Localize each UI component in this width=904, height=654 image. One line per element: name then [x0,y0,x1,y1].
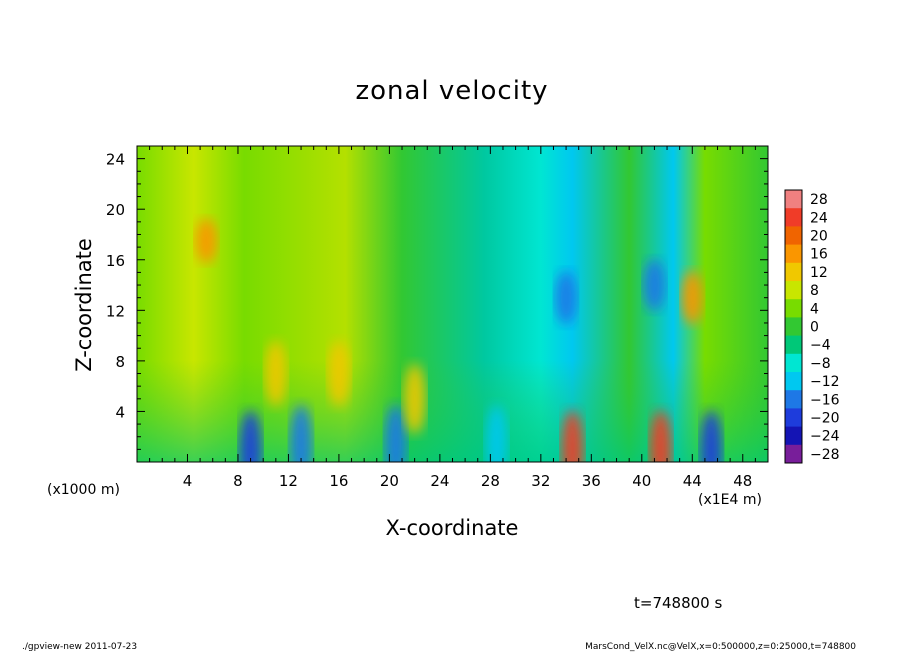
colorbar-label: −28 [810,447,840,463]
heatmap-feature-6 [643,259,666,312]
colorbar-swatch [785,444,802,464]
colorbar-label: 12 [810,265,828,281]
colorbar-swatch [785,372,802,391]
x-tick-label: 24 [430,472,449,490]
time-label: t=748800 s [634,594,723,612]
x-tick-label: 48 [733,472,752,490]
y-tick-label: 16 [106,252,125,270]
colorbar-swatch [785,426,802,446]
x-tick-label: 8 [233,472,243,490]
colorbar-swatch [785,408,802,428]
heatmap-feature-1 [681,270,704,325]
heatmap-feature-13 [327,340,350,407]
colorbar-swatch [785,390,802,409]
colorbar-swatch [785,226,802,246]
y-tick-label: 8 [115,353,125,371]
colorbar-label: −12 [810,374,840,390]
x-tick-label: 28 [481,472,500,490]
heatmap-feature-12 [264,340,287,407]
colorbar-swatch [785,190,802,209]
x-tick-label: 40 [632,472,651,490]
colorbar-border [784,189,803,464]
x-tick-label: 20 [380,472,399,490]
colorbar-label: 20 [810,229,828,245]
y-tick-label: 12 [106,302,125,320]
heatmap-feature-10 [485,404,508,462]
y-tick-label: 20 [106,201,125,219]
colorbar-swatch [785,353,802,373]
colorbar-swatch [785,317,802,337]
heatmap-feature-7 [290,404,313,462]
colorbar-swatch [785,262,802,282]
footer-right: MarsCond_VelX.nc@VelX,x=0:500000,z=0:250… [585,642,856,652]
x-tick-label: 12 [279,472,298,490]
x-tick-label: 16 [329,472,348,490]
heatmap-feature-5 [555,270,578,325]
heatmap-lower-layer [137,360,768,462]
colorbar-swatch [785,335,802,355]
colorbar-swatch [785,281,802,300]
x-tick-label: 4 [183,472,193,490]
x-axis-label: X-coordinate [385,516,519,540]
heatmap-field [137,146,768,462]
x-tick-label: 32 [531,472,550,490]
heatmap-feature-4 [700,410,723,462]
heatmap-feature-8 [239,410,262,462]
footer-left: ./gpview-new 2011-07-23 [22,642,138,652]
colorbar-label: 16 [810,247,828,263]
colorbar-label: −4 [810,338,831,354]
colorbar-label: 28 [810,192,828,208]
colorbar-swatch [785,299,802,318]
y-ticks: 4 8 12 16 20 24 [106,151,768,450]
x-unit-right: (x1E4 m) [698,492,762,508]
colorbar-label: −24 [810,429,840,445]
colorbar-label: −8 [810,356,831,372]
x-tick-label: 44 [683,472,702,490]
heatmap-feature-0 [195,218,218,264]
colorbar-label: −20 [810,411,840,427]
x-tick-label: 36 [582,472,601,490]
heatmap-feature-11 [403,363,426,434]
y-tick-label: 24 [106,151,125,169]
colorbar-label: −16 [810,392,840,408]
colorbar-label: 4 [810,301,819,317]
colorbar-swatch [785,244,802,264]
colorbar-label: 24 [810,210,828,226]
x-ticks: 4 8 12 16 20 24 28 32 36 40 44 48 [149,146,756,490]
heatmap-feature-9 [384,404,407,462]
y-tick-label: 4 [115,403,125,421]
colorbar-label: 0 [810,320,819,336]
colorbar: 28 24 20 16 12 8 4 0 −4 −8 −12 −16 −20 −24 −28 [784,189,840,464]
colorbar-label: 8 [810,283,819,299]
colorbar-swatch [785,208,802,227]
x-unit-left: (x1000 m) [47,482,120,498]
chart-title: zonal velocity [355,76,549,106]
heatmap-feature-2 [561,410,584,462]
heatmap-feature-3 [649,410,672,462]
